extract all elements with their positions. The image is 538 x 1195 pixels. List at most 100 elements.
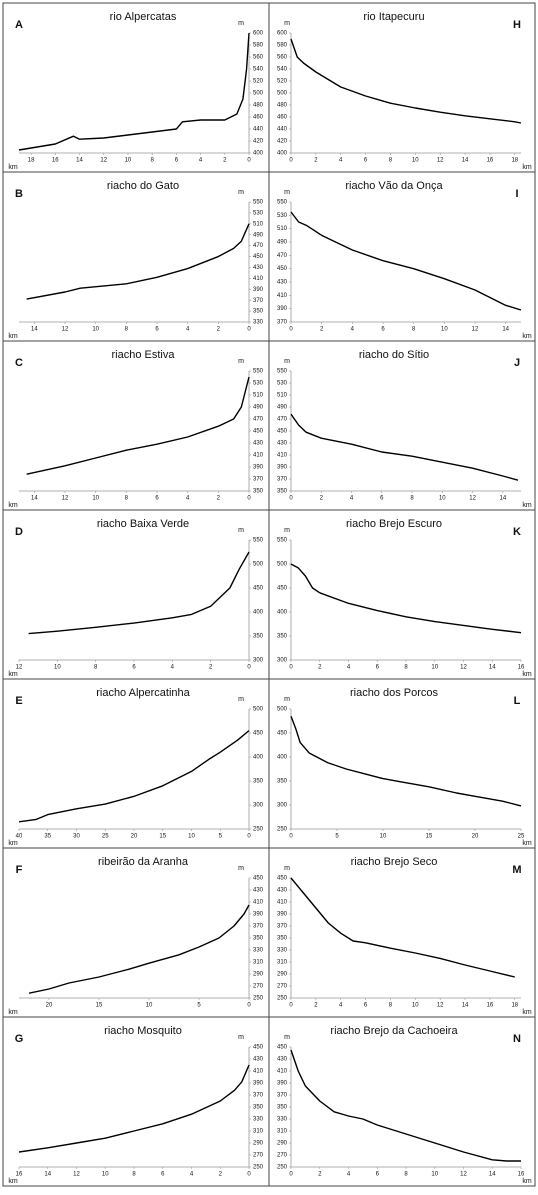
y-tick-label: 290 (253, 972, 264, 978)
panel-letter: M (512, 864, 521, 876)
y-axis-label: m (284, 189, 290, 196)
x-tick-label: 14 (489, 665, 496, 671)
x-tick-label: 8 (94, 665, 98, 671)
x-tick-label: 10 (412, 1003, 419, 1009)
y-tick-label: 390 (253, 287, 264, 293)
y-tick-label: 530 (253, 210, 264, 216)
x-tick-label: 12 (437, 158, 444, 164)
x-tick-label: 0 (247, 327, 251, 333)
x-tick-label: 8 (404, 665, 408, 671)
x-tick-label: 14 (31, 327, 38, 333)
y-tick-label: 370 (277, 924, 288, 930)
y-axis-label: m (284, 865, 290, 872)
y-tick-label: 270 (253, 1153, 264, 1159)
y-tick-label: 450 (253, 1045, 264, 1051)
x-tick-label: 4 (190, 1172, 194, 1178)
x-tick-label: 0 (289, 496, 293, 502)
y-tick-label: 530 (253, 381, 264, 387)
x-tick-label: 0 (289, 327, 293, 333)
panel-border (2, 171, 270, 342)
x-tick-label: 4 (199, 158, 203, 164)
y-tick-label: 430 (253, 1057, 264, 1063)
x-tick-label: 5 (197, 1003, 201, 1009)
y-tick-label: 310 (277, 960, 288, 966)
y-tick-label: 560 (277, 55, 288, 61)
x-tick-label: 2 (219, 1172, 223, 1178)
x-tick-label: 10 (146, 1003, 153, 1009)
x-tick-label: 18 (511, 158, 518, 164)
y-axis-label: m (238, 527, 244, 534)
y-tick-label: 410 (277, 1069, 288, 1075)
x-axis-label: km (8, 1009, 18, 1016)
panel-title: riacho Brejo Seco (351, 856, 438, 868)
y-tick-label: 400 (277, 151, 288, 157)
x-tick-label: 20 (131, 834, 138, 840)
y-axis-label: m (284, 696, 290, 703)
y-tick-label: 420 (277, 139, 288, 145)
y-tick-label: 290 (277, 972, 288, 978)
x-tick-label: 12 (100, 158, 107, 164)
y-tick-label: 350 (253, 936, 264, 942)
x-tick-label: 6 (376, 1172, 380, 1178)
x-tick-label: 14 (462, 1003, 469, 1009)
y-tick-label: 330 (253, 1117, 264, 1123)
x-tick-label: 5 (219, 834, 223, 840)
y-tick-label: 520 (253, 79, 264, 85)
profile-line (26, 223, 250, 300)
x-axis-label: km (8, 840, 18, 847)
x-axis-label: km (522, 840, 532, 847)
y-tick-label: 250 (253, 827, 264, 833)
x-tick-label: 18 (511, 1003, 518, 1009)
panel-title: riacho do Sítio (359, 349, 429, 361)
panel: 0 2 4 6 8 10 12 14 16 250 270 290 310 330 350 370 390 410… (268, 1016, 536, 1187)
x-tick-label: 4 (350, 496, 354, 502)
x-tick-label: 10 (431, 1172, 438, 1178)
x-tick-label: 6 (175, 158, 179, 164)
y-tick-label: 500 (253, 91, 264, 97)
y-tick-label: 500 (253, 562, 264, 568)
y-tick-label: 470 (277, 417, 288, 423)
panel-letter: I (515, 188, 518, 200)
x-tick-label: 4 (339, 158, 343, 164)
x-tick-label: 8 (389, 158, 393, 164)
panel-letter: G (15, 1033, 24, 1045)
y-tick-label: 500 (253, 707, 264, 713)
panel-title: riacho do Gato (107, 180, 179, 192)
x-tick-label: 2 (209, 665, 213, 671)
y-tick-label: 600 (277, 31, 288, 37)
panel-letter: K (513, 526, 521, 538)
x-tick-label: 20 (472, 834, 479, 840)
panel-letter: J (514, 357, 520, 369)
x-tick-label: 8 (125, 496, 129, 502)
y-tick-label: 550 (277, 369, 288, 375)
x-axis-label: km (522, 1178, 532, 1185)
x-tick-label: 12 (469, 496, 476, 502)
panel: 0 2 4 6 8 10 12 14 16 300 350 400 450 500 550 m km riacho… (268, 509, 536, 680)
y-tick-label: 490 (277, 405, 288, 411)
y-tick-label: 600 (253, 31, 264, 37)
panel-letter: N (513, 1033, 521, 1045)
y-axis-label: m (284, 358, 290, 365)
x-tick-label: 14 (44, 1172, 51, 1178)
panel: 0 2 4 6 8 10 12 14 350 370 390 410 430 450 470 490 510 53… (268, 340, 536, 511)
x-tick-label: 35 (44, 834, 51, 840)
x-tick-label: 14 (502, 327, 509, 333)
x-axis-label: km (522, 164, 532, 171)
y-tick-label: 400 (277, 610, 288, 616)
x-tick-label: 10 (380, 834, 387, 840)
y-tick-label: 430 (277, 888, 288, 894)
y-tick-label: 410 (277, 453, 288, 459)
panel-letter: E (15, 695, 22, 707)
y-tick-label: 450 (253, 876, 264, 882)
panel-title: riacho Estiva (112, 349, 176, 361)
panel-border (268, 2, 536, 173)
y-tick-label: 450 (277, 876, 288, 882)
profile-line (290, 413, 519, 481)
y-tick-label: 270 (277, 984, 288, 990)
y-tick-label: 440 (277, 127, 288, 133)
x-tick-label: 15 (426, 834, 433, 840)
x-tick-label: 16 (16, 1172, 23, 1178)
y-tick-label: 410 (277, 293, 288, 299)
